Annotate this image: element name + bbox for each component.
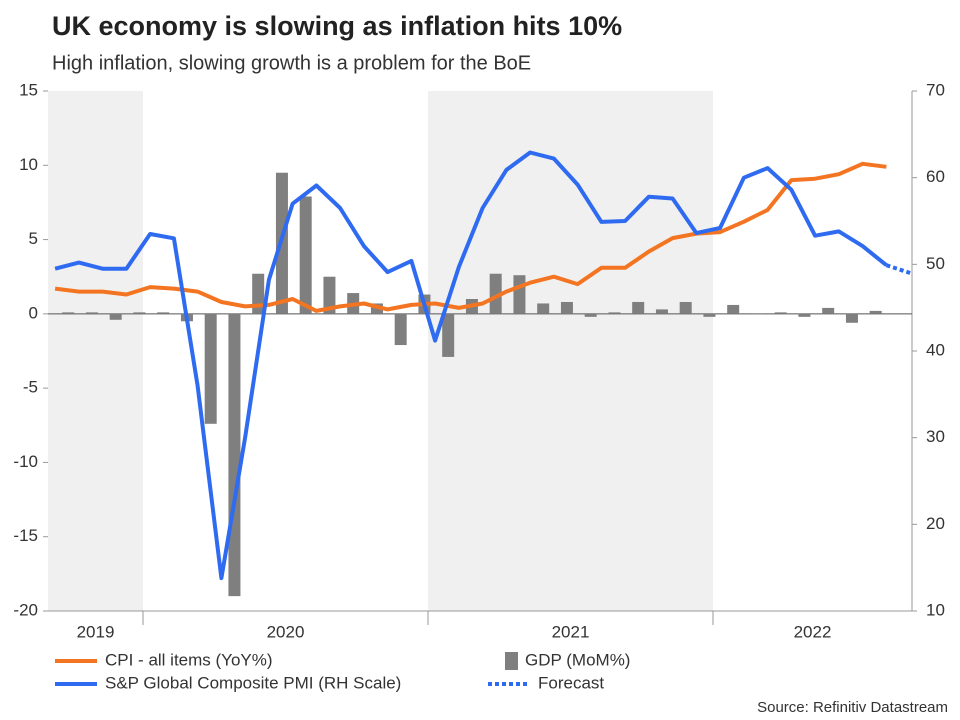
y2-tick-label: 20 xyxy=(926,514,945,533)
y-tick-label: 5 xyxy=(29,229,38,248)
gdp-bar xyxy=(608,312,621,314)
gdp-bar xyxy=(489,273,502,314)
y2-tick-label: 50 xyxy=(926,254,945,273)
year-shade xyxy=(48,91,143,611)
y2-tick-label: 70 xyxy=(926,80,945,99)
gdp-bar xyxy=(584,313,597,317)
line-series xyxy=(54,150,888,581)
gdp-bar xyxy=(228,313,241,597)
gdp-bar xyxy=(157,312,170,314)
gdp-bar xyxy=(109,313,122,320)
legend-label: GDP (MoM%) xyxy=(525,650,630,669)
year-shade xyxy=(428,91,713,611)
x-year-label: 2021 xyxy=(552,622,590,641)
legend-label: CPI - all items (YoY%) xyxy=(105,650,273,669)
line-series xyxy=(54,161,887,313)
y-tick-label: -15 xyxy=(13,526,38,545)
gdp-bar xyxy=(845,313,858,323)
x-year-label: 2019 xyxy=(77,622,115,641)
legend-swatch xyxy=(505,652,518,670)
y2-tick-label: 10 xyxy=(926,600,945,619)
legend-label: Forecast xyxy=(538,673,604,692)
gdp-bar xyxy=(560,301,573,314)
chart-title: UK economy is slowing as inflation hits … xyxy=(52,11,622,41)
gdp-bar xyxy=(299,196,312,314)
y-tick-label: -5 xyxy=(23,378,38,397)
y-tick-label: 10 xyxy=(19,155,38,174)
gdp-bar xyxy=(822,307,835,314)
gdp-bar xyxy=(632,301,645,314)
y2-tick-label: 40 xyxy=(926,340,945,359)
y2-tick-label: 60 xyxy=(926,167,945,186)
x-year-label: 2022 xyxy=(794,622,832,641)
y-tick-label: 0 xyxy=(29,303,38,322)
gdp-bar xyxy=(703,313,716,317)
line-series xyxy=(885,263,911,275)
gdp-bar xyxy=(85,312,98,314)
gdp-bar xyxy=(869,310,882,314)
gdp-bar xyxy=(537,303,550,314)
x-year-label: 2020 xyxy=(267,622,305,641)
gdp-bar xyxy=(204,313,217,424)
gdp-bar xyxy=(62,312,75,314)
gdp-bar xyxy=(679,301,692,314)
gdp-bar xyxy=(394,313,407,346)
y-tick-label: -20 xyxy=(13,600,38,619)
gdp-bar xyxy=(655,309,668,314)
gdp-bar xyxy=(513,275,526,314)
gdp-bar xyxy=(442,313,455,357)
y-tick-label: 15 xyxy=(19,80,38,99)
gdp-bar xyxy=(727,304,740,314)
gdp-bar xyxy=(323,276,336,314)
gdp-bar xyxy=(750,313,763,315)
gdp-bar xyxy=(798,313,811,317)
gdp-bar xyxy=(774,312,787,314)
legend-label: S&P Global Composite PMI (RH Scale) xyxy=(105,673,401,692)
y2-tick-label: 30 xyxy=(926,427,945,446)
gdp-bar xyxy=(133,312,146,314)
y-tick-label: -10 xyxy=(13,452,38,471)
source: Source: Refinitiv Datastream xyxy=(757,699,948,716)
chart-subtitle: High inflation, slowing growth is a prob… xyxy=(52,52,531,74)
